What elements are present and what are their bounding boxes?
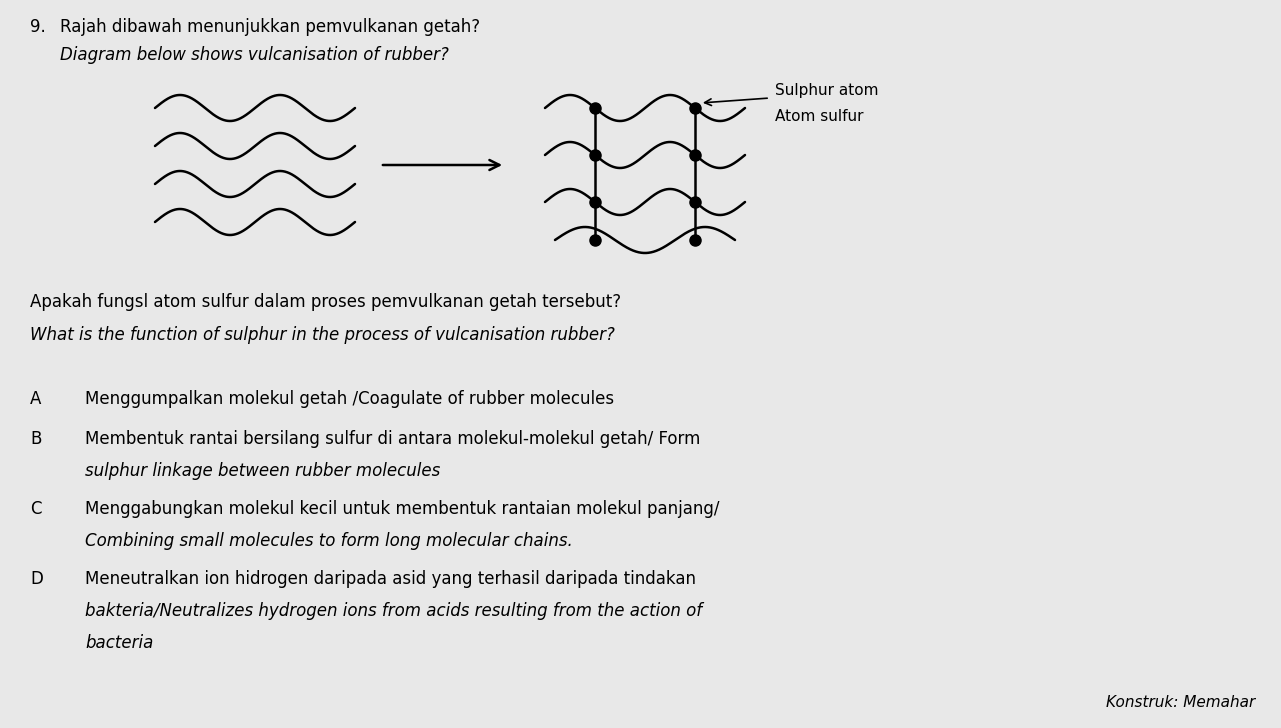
Text: Meneutralkan ion hidrogen daripada asid yang terhasil daripada tindakan: Meneutralkan ion hidrogen daripada asid … (85, 570, 696, 588)
Text: Menggumpalkan molekul getah /Coagulate of rubber molecules: Menggumpalkan molekul getah /Coagulate o… (85, 390, 614, 408)
Text: Combining small molecules to form long molecular chains.: Combining small molecules to form long m… (85, 532, 573, 550)
Text: D: D (29, 570, 42, 588)
Text: sulphur linkage between rubber molecules: sulphur linkage between rubber molecules (85, 462, 441, 480)
Text: bakteria/Neutralizes hydrogen ions from acids resulting from the action of: bakteria/Neutralizes hydrogen ions from … (85, 602, 702, 620)
Text: What is the function of sulphur in the process of vulcanisation rubber?: What is the function of sulphur in the p… (29, 326, 615, 344)
Text: 9.: 9. (29, 18, 46, 36)
Text: Menggabungkan molekul kecil untuk membentuk rantaian molekul panjang/: Menggabungkan molekul kecil untuk memben… (85, 500, 720, 518)
Text: Apakah fungsl atom sulfur dalam proses pemvulkanan getah tersebut?: Apakah fungsl atom sulfur dalam proses p… (29, 293, 621, 311)
Text: Rajah dibawah menunjukkan pemvulkanan getah?: Rajah dibawah menunjukkan pemvulkanan ge… (60, 18, 480, 36)
Text: Membentuk rantai bersilang sulfur di antara molekul-molekul getah/ Form: Membentuk rantai bersilang sulfur di ant… (85, 430, 701, 448)
Text: B: B (29, 430, 41, 448)
Text: Sulphur atom: Sulphur atom (775, 82, 879, 98)
Text: Atom sulfur: Atom sulfur (775, 108, 863, 124)
Text: C: C (29, 500, 41, 518)
Text: Diagram below shows vulcanisation of rubber?: Diagram below shows vulcanisation of rub… (60, 46, 448, 64)
Text: Konstruk: Memahar: Konstruk: Memahar (1106, 695, 1255, 710)
Text: bacteria: bacteria (85, 634, 154, 652)
Text: A: A (29, 390, 41, 408)
